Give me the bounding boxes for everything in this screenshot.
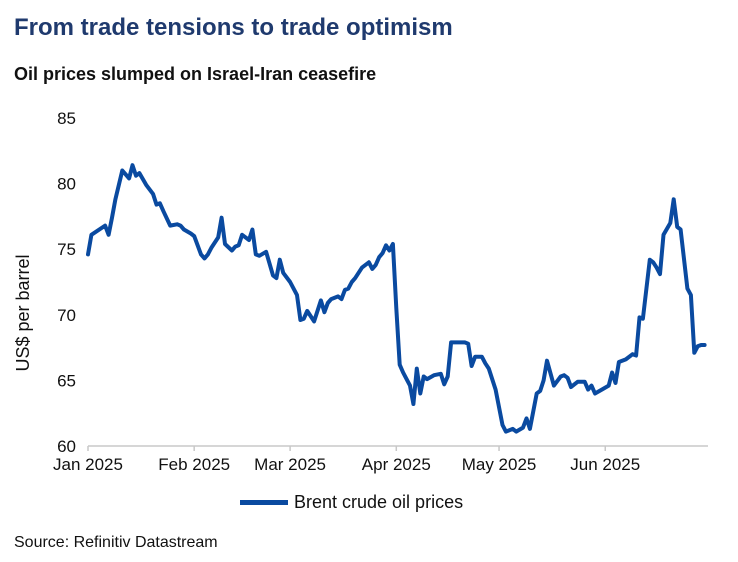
x-tick-label: Mar 2025 <box>254 455 326 474</box>
legend: Brent crude oil prices <box>240 492 463 513</box>
y-axis-title: US$ per barrel <box>13 254 33 371</box>
x-tick-label: Apr 2025 <box>362 455 431 474</box>
chart-title: From trade tensions to trade optimism <box>14 14 453 41</box>
source-note: Source: Refinitiv Datastream <box>14 534 218 551</box>
chart-subtitle: Oil prices slumped on Israel-Iran ceasef… <box>14 64 377 84</box>
brent-crude-series-line <box>86 163 707 434</box>
legend-label: Brent crude oil prices <box>294 492 464 512</box>
y-tick-label: 65 <box>57 371 76 390</box>
x-tick-label: Jun 2025 <box>570 455 640 474</box>
legend-swatch <box>240 500 288 505</box>
x-axis-ticks: Jan 2025 Feb 2025 Mar 2025 Apr 2025 May 2025… <box>53 446 640 474</box>
x-tick-label: Jan 2025 <box>53 455 123 474</box>
y-axis-ticks: 85 80 75 70 65 60 <box>57 109 76 456</box>
y-tick-label: 80 <box>57 175 76 194</box>
x-tick-label: May 2025 <box>462 455 537 474</box>
y-tick-label: 60 <box>57 437 76 456</box>
x-tick-label: Feb 2025 <box>158 455 230 474</box>
y-tick-label: 85 <box>57 109 76 128</box>
y-tick-label: 70 <box>57 306 76 325</box>
y-tick-label: 75 <box>57 240 76 259</box>
